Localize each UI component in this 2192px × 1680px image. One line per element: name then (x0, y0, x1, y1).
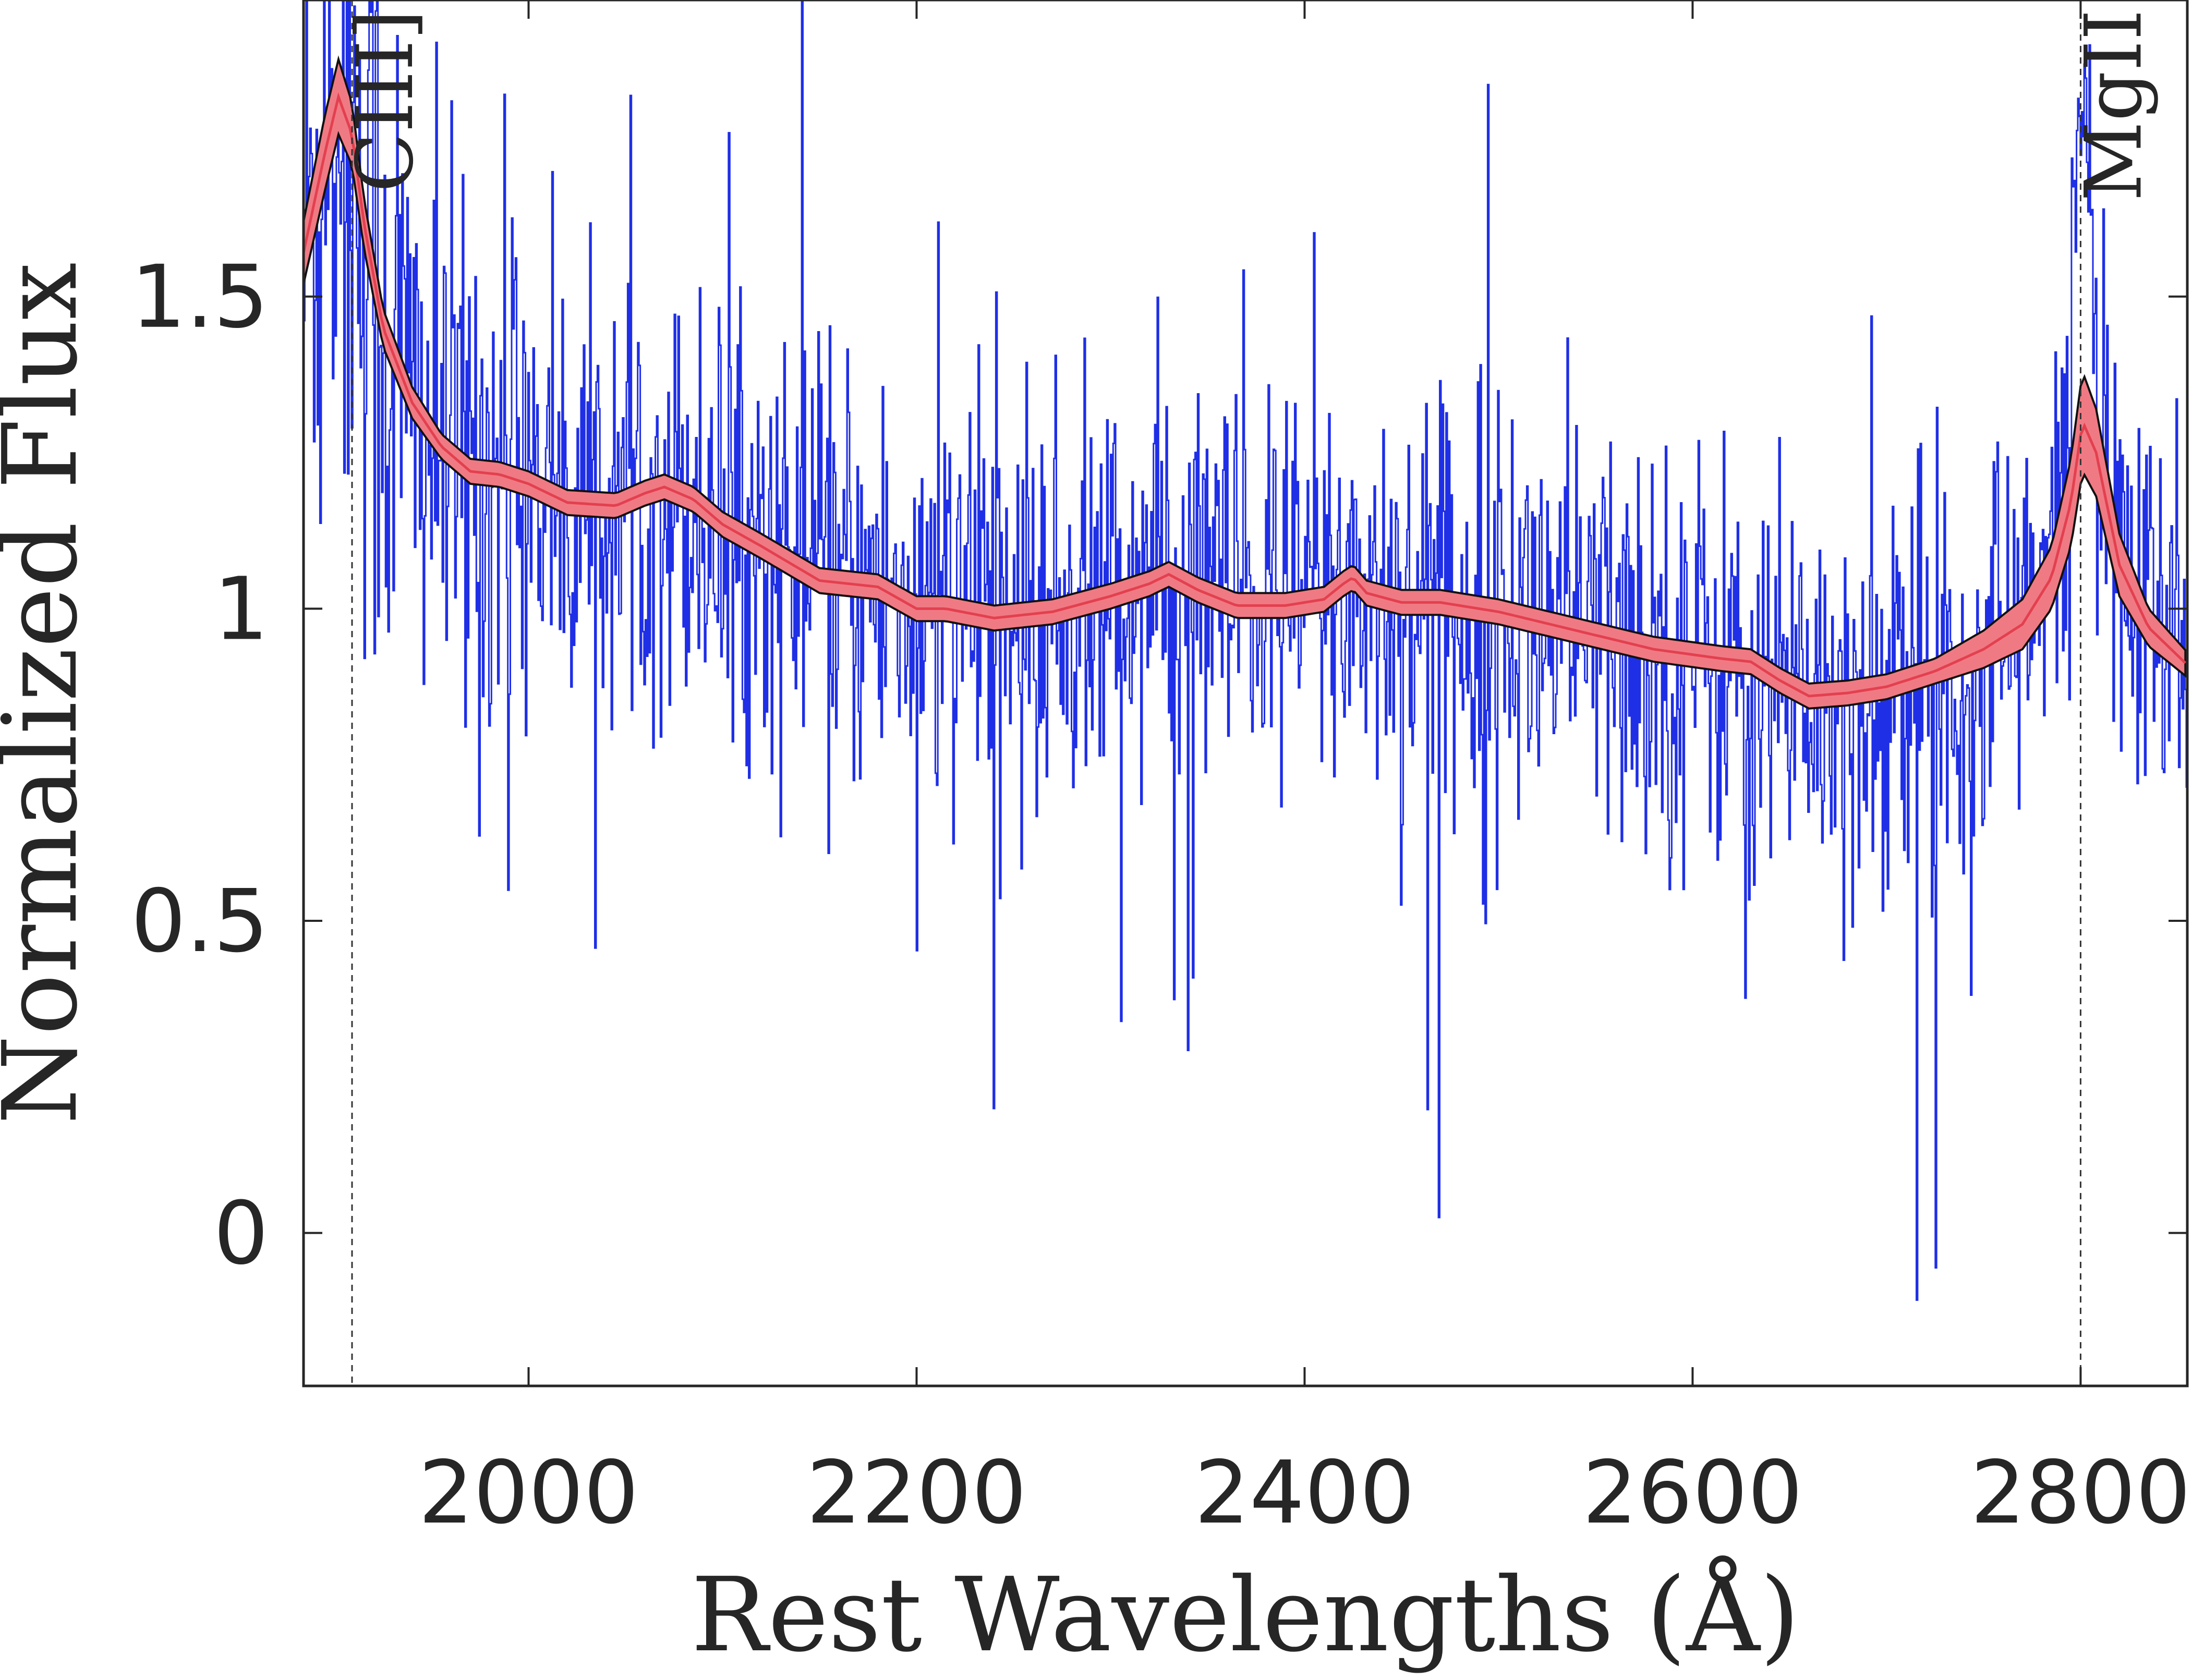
x-tick-label: 2800 (1970, 1443, 2190, 1543)
model-uncertainty-band (304, 55, 2187, 710)
tick-layer: 2000 2200 2400 2600 2800 0 0.5 1 1.5 (131, 0, 2191, 1543)
x-tick-label: 2200 (806, 1443, 1026, 1543)
y-tick-label: 1.5 (131, 247, 269, 348)
observed-spectrum-layer (304, 0, 2187, 1301)
emission-line-label: CIII] (340, 9, 431, 192)
emission-line-label: MgII (2068, 9, 2159, 201)
x-tick-label: 2000 (418, 1443, 638, 1543)
plot-frame (302, 0, 2189, 1387)
emission-line-layer: CIII] MgII (340, 0, 2159, 1386)
model-median-line (304, 92, 2187, 698)
y-tick-label: 0 (213, 1184, 269, 1284)
y-tick-label: 0.5 (131, 871, 269, 972)
x-tick-label: 2600 (1582, 1443, 1802, 1543)
y-axis-title: Normalized Flux (0, 262, 100, 1125)
x-tick-label: 2400 (1194, 1443, 1414, 1543)
observed-spectrum-line (304, 0, 2187, 1301)
model-layer (304, 55, 2187, 710)
x-axis-title: Rest Wavelengths (Å) (691, 1555, 1800, 1675)
y-tick-label: 1 (213, 559, 269, 660)
